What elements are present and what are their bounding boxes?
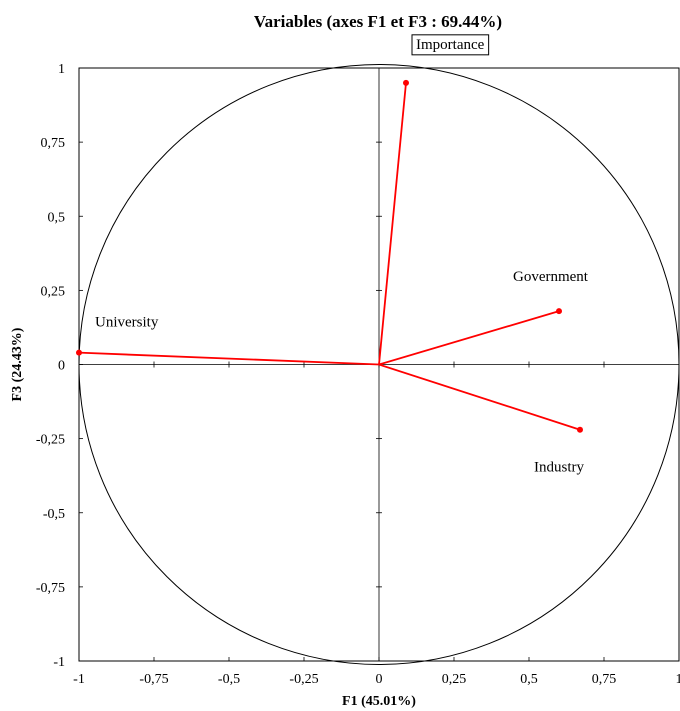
y-tick-label: 1 [58,62,65,77]
y-tick-label: -0,5 [43,507,65,522]
x-tick-label: 0,5 [520,672,538,687]
y-axis-title: F3 (24.43%) [10,327,25,401]
x-tick-label: 0,25 [442,672,467,687]
x-tick-label: -0,75 [139,672,168,687]
label-government: Government [513,269,589,285]
variable-vectors [76,79,583,433]
x-tick-label: 0,75 [592,672,617,687]
point-importance [403,79,409,86]
y-tick-label: -0,25 [36,433,65,448]
x-tick-label: 0 [376,672,383,687]
variable-labels: Importance Government Industry University [95,34,589,476]
y-tick-label: 0,25 [41,284,66,299]
chart-title: Variables (axes F1 et F3 : 69.44%) [254,12,502,31]
x-tick-label: 1 [676,672,680,687]
label-importance: Importance [416,37,485,53]
x-tick-label: -0,25 [289,672,318,687]
x-tick-group: -1 -0,75 -0,5 -0,25 0 0,25 0,5 0,75 1 [73,361,680,687]
point-industry [577,426,583,433]
label-industry: Industry [534,460,584,476]
y-tick-label: -0,75 [36,581,65,596]
point-university [76,349,82,356]
point-government [556,308,562,315]
y-tick-label: 0 [58,359,65,374]
y-tick-label: -1 [53,655,65,670]
x-axis-title: F1 (45.01%) [342,694,416,709]
vector-government [378,310,560,366]
x-tick-label: -0,5 [218,672,240,687]
y-tick-label: 0,5 [48,210,66,225]
label-box-importance [411,34,490,56]
label-university: University [95,315,159,331]
vector-university [78,351,380,366]
vector-importance [378,82,407,365]
y-tick-label: 0,75 [41,136,66,151]
y-tick-group: 1 0,75 0,5 0,25 0 -0,25 -0,5 -0,75 -1 [36,62,382,670]
vector-industry [378,363,581,431]
x-tick-label: -1 [73,672,85,687]
